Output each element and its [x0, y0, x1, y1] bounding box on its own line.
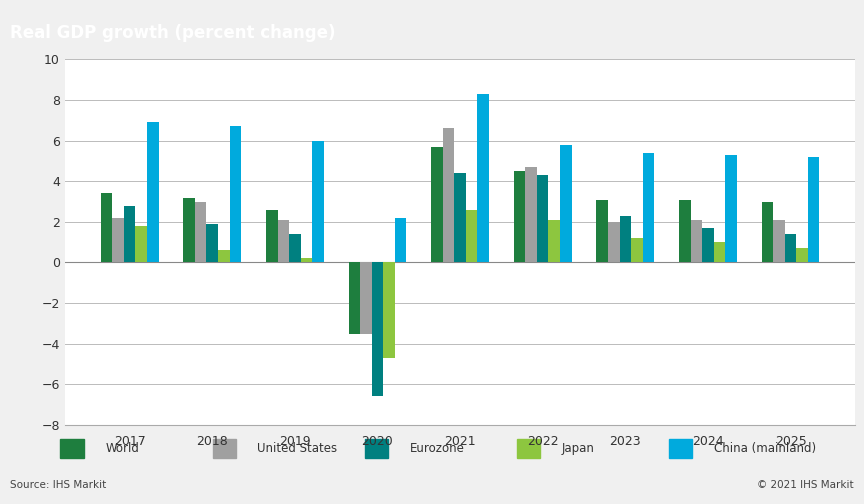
Bar	[454, 173, 466, 263]
Bar	[761, 202, 773, 263]
Text: United States: United States	[257, 443, 338, 455]
Bar	[679, 200, 690, 263]
Bar	[277, 220, 289, 263]
Bar	[372, 263, 384, 397]
Bar	[631, 238, 643, 263]
Bar	[289, 234, 301, 263]
Bar	[365, 439, 388, 459]
Bar	[360, 263, 372, 334]
Bar	[312, 141, 324, 263]
Bar	[669, 439, 692, 459]
Text: Eurozone: Eurozone	[410, 443, 465, 455]
Text: Japan: Japan	[562, 443, 594, 455]
Text: Real GDP growth (percent change): Real GDP growth (percent change)	[10, 24, 336, 42]
Bar	[537, 175, 549, 263]
Bar	[560, 145, 572, 263]
Bar	[608, 222, 619, 263]
Bar	[549, 220, 560, 263]
Bar	[478, 94, 489, 263]
Bar	[195, 202, 206, 263]
Bar	[596, 200, 608, 263]
Bar	[773, 220, 785, 263]
Bar	[147, 122, 159, 263]
Bar	[702, 228, 714, 263]
Bar	[112, 218, 124, 263]
Bar	[431, 147, 442, 263]
Text: World: World	[105, 443, 139, 455]
Bar	[514, 171, 525, 263]
Bar	[785, 234, 797, 263]
Bar	[301, 259, 312, 263]
Bar	[643, 153, 654, 263]
Bar	[619, 216, 631, 263]
Bar	[797, 248, 808, 263]
Bar	[60, 439, 84, 459]
Bar	[466, 210, 478, 263]
Bar	[690, 220, 702, 263]
Text: China (mainland): China (mainland)	[714, 443, 816, 455]
Bar	[517, 439, 540, 459]
Text: Source: IHS Markit: Source: IHS Markit	[10, 480, 106, 490]
Bar	[808, 157, 819, 263]
Bar	[183, 198, 195, 263]
Bar	[725, 155, 737, 263]
Text: © 2021 IHS Markit: © 2021 IHS Markit	[757, 480, 854, 490]
Bar	[442, 129, 454, 263]
Bar	[213, 439, 236, 459]
Bar	[124, 206, 136, 263]
Bar	[230, 127, 241, 263]
Bar	[348, 263, 360, 334]
Bar	[266, 210, 277, 263]
Bar	[384, 263, 395, 358]
Bar	[395, 218, 406, 263]
Bar	[101, 194, 112, 263]
Bar	[714, 242, 725, 263]
Bar	[206, 224, 218, 263]
Bar	[136, 226, 147, 263]
Bar	[525, 167, 537, 263]
Bar	[218, 250, 230, 263]
